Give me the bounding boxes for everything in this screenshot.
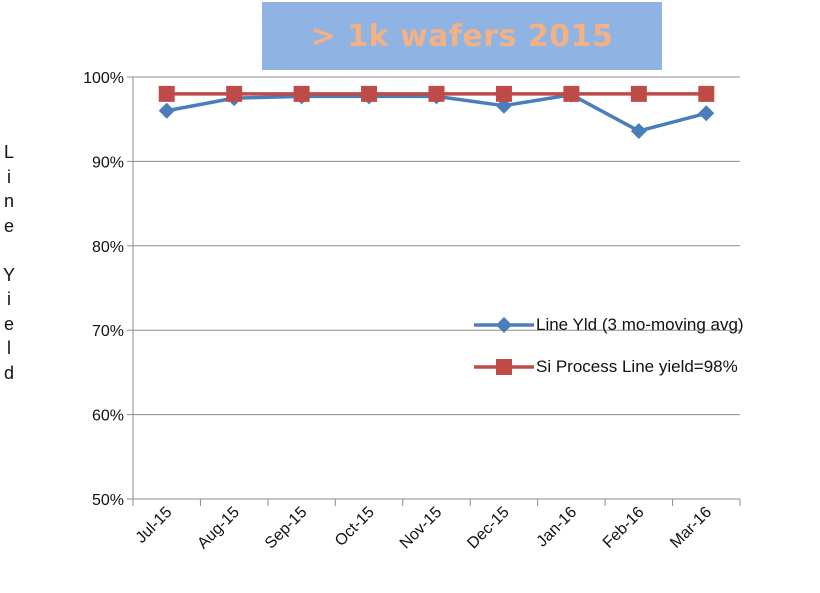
y-axis-label-char: L bbox=[3, 142, 14, 162]
chart-title: > 1k wafers 2015 bbox=[310, 18, 614, 54]
legend-marker-line-yield bbox=[474, 317, 534, 333]
legend: Line Yld (3 mo-moving avg) Si Process Li… bbox=[474, 312, 744, 396]
x-tick-label: Nov-15 bbox=[397, 504, 446, 553]
legend-label-line-yield: Line Yld (3 mo-moving avg) bbox=[536, 315, 744, 334]
y-axis-label-char: Y bbox=[2, 264, 15, 285]
y-axis-label-char bbox=[6, 238, 11, 263]
y-tick-label: 90% bbox=[92, 154, 124, 171]
y-tick-label: 80% bbox=[92, 239, 124, 256]
data-point-square bbox=[226, 85, 243, 102]
x-tick-label: Jul-15 bbox=[133, 504, 176, 547]
y-tick-label: 70% bbox=[92, 323, 124, 340]
data-point-square bbox=[495, 85, 512, 102]
y-tick-label: 60% bbox=[92, 408, 124, 425]
data-point-diamond bbox=[630, 123, 647, 140]
data-point-square bbox=[361, 85, 378, 102]
y-axis-label-char: e bbox=[3, 313, 14, 334]
data-point-square bbox=[428, 85, 445, 102]
y-axis-label-char: l bbox=[7, 338, 11, 358]
legend-marker-si-process bbox=[474, 359, 534, 375]
x-tick-label: Mar-16 bbox=[667, 504, 715, 552]
legend-item-line-yield: Line Yld (3 mo-moving avg) bbox=[474, 312, 744, 338]
data-point-diamond bbox=[158, 102, 175, 119]
chart-title-box: > 1k wafers 2015 bbox=[262, 2, 662, 70]
data-point-square bbox=[698, 85, 715, 102]
y-tick-label: 50% bbox=[92, 492, 124, 509]
legend-label-si-process: Si Process Line yield=98% bbox=[536, 357, 738, 376]
y-axis-label-char: i bbox=[7, 289, 11, 309]
x-tick-label: Oct-15 bbox=[332, 504, 378, 550]
y-axis-label-char: n bbox=[3, 191, 14, 211]
y-axis-label-char: e bbox=[3, 215, 14, 236]
legend-item-si-process: Si Process Line yield=98% bbox=[474, 354, 744, 380]
x-tick-label: Sep-15 bbox=[262, 504, 311, 553]
x-tick-label: Dec-15 bbox=[464, 504, 513, 553]
y-axis-label-char: d bbox=[3, 362, 14, 383]
y-axis-label-char: i bbox=[7, 166, 11, 187]
data-point-square bbox=[563, 85, 580, 102]
x-tick-label: Aug-15 bbox=[194, 504, 243, 553]
y-tick-label: 100% bbox=[83, 70, 124, 87]
data-point-diamond bbox=[698, 105, 715, 122]
x-tick-label: Jan-16 bbox=[534, 504, 581, 551]
data-point-square bbox=[158, 85, 175, 102]
x-tick-label: Feb-16 bbox=[600, 504, 648, 552]
data-point-square bbox=[293, 85, 310, 102]
data-point-square bbox=[630, 85, 647, 102]
